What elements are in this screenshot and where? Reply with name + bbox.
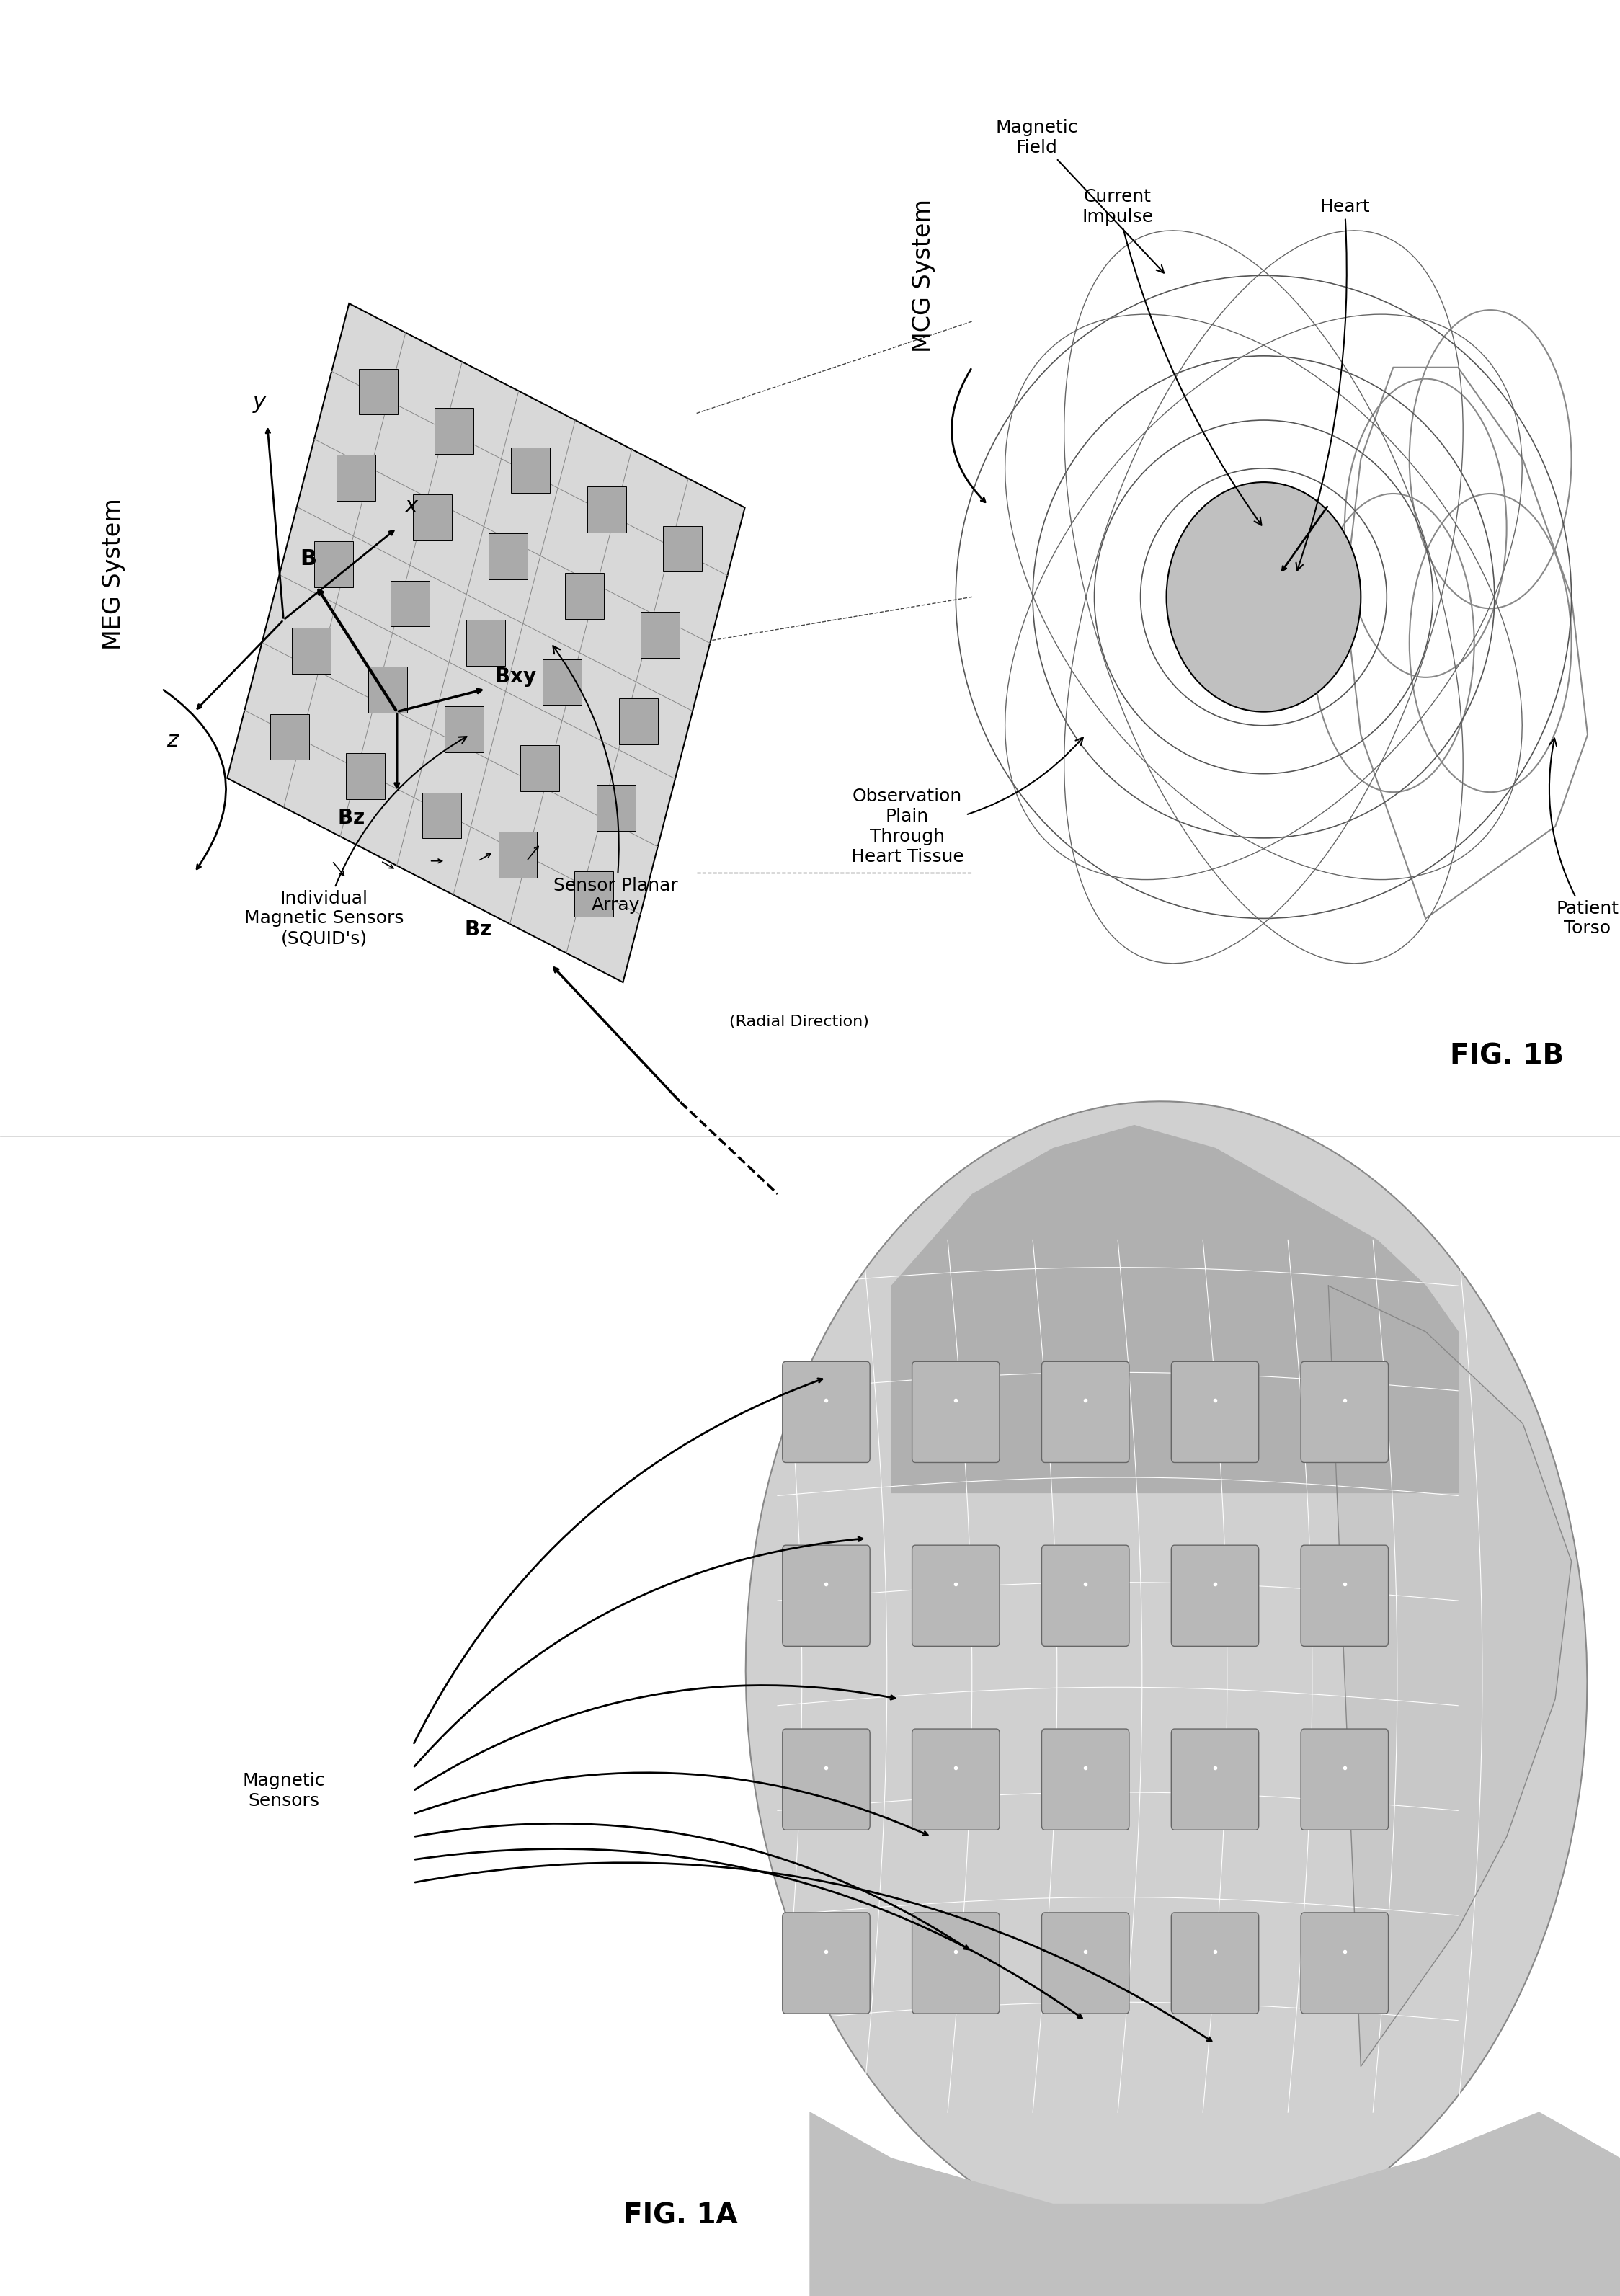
Text: $\mathbf{B}$: $\mathbf{B}$ [300,549,316,569]
FancyBboxPatch shape [782,1362,870,1463]
Text: (Radial Direction): (Radial Direction) [729,1015,868,1029]
Bar [434,409,473,455]
FancyBboxPatch shape [782,1545,870,1646]
FancyBboxPatch shape [912,1913,1000,2014]
FancyBboxPatch shape [1042,1913,1129,2014]
FancyBboxPatch shape [1042,1362,1129,1463]
Bar [596,785,635,831]
Bar [444,707,483,753]
Text: $\mathbf{Bz}$: $\mathbf{Bz}$ [337,808,364,829]
Bar [467,620,505,666]
FancyBboxPatch shape [912,1729,1000,1830]
Polygon shape [810,2112,1620,2296]
Text: Heart: Heart [1296,197,1369,569]
FancyBboxPatch shape [912,1545,1000,1646]
Polygon shape [1328,1286,1571,2066]
Text: $\mathbf{Bxy}$: $\mathbf{Bxy}$ [494,666,536,689]
FancyBboxPatch shape [1301,1913,1388,2014]
Text: Sensor Planar
Array: Sensor Planar Array [552,645,677,914]
FancyBboxPatch shape [1301,1545,1388,1646]
Text: y: y [253,393,266,413]
Text: MCG System: MCG System [912,200,935,351]
Text: FIG. 1B: FIG. 1B [1450,1042,1563,1070]
Bar [565,574,604,620]
Text: Magnetic
Field: Magnetic Field [996,119,1163,273]
Bar [520,746,559,792]
Bar [575,870,614,916]
Text: Patient
Torso: Patient Torso [1549,739,1618,937]
Bar [292,627,330,673]
FancyBboxPatch shape [1171,1545,1259,1646]
Bar [619,698,658,744]
FancyBboxPatch shape [1171,1913,1259,2014]
Bar [347,753,386,799]
Text: x: x [405,496,418,517]
Ellipse shape [745,1102,1588,2250]
FancyBboxPatch shape [782,1913,870,2014]
Bar [413,494,452,540]
Text: Magnetic
Sensors: Magnetic Sensors [243,1773,324,1809]
Bar [543,659,582,705]
Bar [390,581,429,627]
FancyBboxPatch shape [1171,1362,1259,1463]
FancyBboxPatch shape [782,1729,870,1830]
FancyBboxPatch shape [1042,1545,1129,1646]
Bar [642,613,680,659]
Bar [489,533,528,579]
Bar [271,714,309,760]
Ellipse shape [1166,482,1361,712]
Bar [499,831,538,877]
Bar [314,542,353,588]
Bar [663,526,701,572]
Text: Individual
Magnetic Sensors
(SQUID's): Individual Magnetic Sensors (SQUID's) [245,737,467,946]
FancyBboxPatch shape [1042,1729,1129,1830]
FancyBboxPatch shape [1301,1729,1388,1830]
FancyBboxPatch shape [1301,1362,1388,1463]
Text: Current
Impulse: Current Impulse [1082,188,1262,526]
Text: Observation
Plain
Through
Heart Tissue: Observation Plain Through Heart Tissue [850,737,1084,866]
Bar [586,487,625,533]
Bar [368,666,407,712]
Bar [423,792,462,838]
Text: $\mathbf{Bz}$: $\mathbf{Bz}$ [465,921,491,939]
FancyBboxPatch shape [912,1362,1000,1463]
Bar [358,370,397,416]
Text: MEG System: MEG System [102,498,125,650]
Bar [510,448,549,494]
Bar [337,455,376,501]
Text: z: z [167,730,178,751]
Polygon shape [227,303,745,983]
FancyBboxPatch shape [1171,1729,1259,1830]
Text: FIG. 1A: FIG. 1A [624,2202,737,2229]
